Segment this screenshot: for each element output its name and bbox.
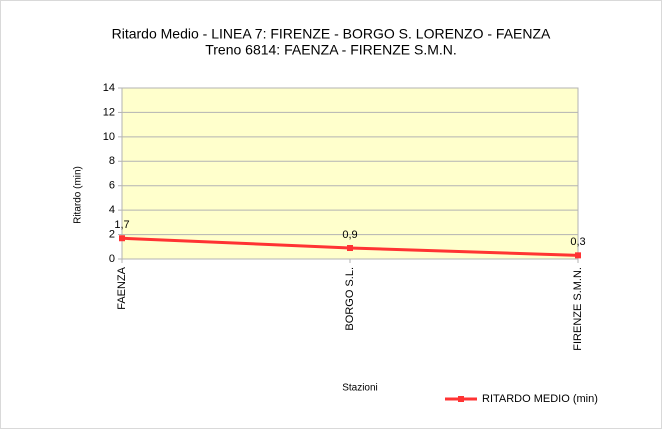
x-tick-label: FIRENZE S.M.N. (572, 267, 584, 351)
x-axis-label: Stazioni (342, 383, 378, 394)
legend-label: RITARDO MEDIO (min) (482, 393, 598, 405)
chart-subtitle: Treno 6814: FAENZA - FIRENZE S.M.N. (205, 42, 457, 58)
x-tick-label: FAENZA (116, 266, 128, 309)
data-point (347, 245, 353, 252)
plot-area (121, 87, 579, 260)
y-tick-label: 12 (103, 106, 115, 118)
y-tick-label: 0 (109, 253, 115, 265)
y-tick-label: 6 (109, 180, 115, 192)
data-label: 0,3 (570, 236, 585, 248)
x-tick-label: BORGO S.L. (344, 267, 356, 331)
y-tick-label: 2 (109, 228, 115, 240)
data-label: 1,7 (114, 219, 129, 231)
y-tick-label: 8 (109, 155, 115, 167)
y-axis-label: Ritardo (min) (73, 166, 84, 224)
data-point (119, 235, 125, 242)
data-point (575, 252, 581, 259)
y-tick-label: 4 (109, 204, 115, 216)
y-tick-label: 14 (103, 82, 115, 94)
chart-title: Ritardo Medio - LINEA 7: FIRENZE - BORGO… (112, 26, 551, 42)
data-label: 0,9 (342, 229, 357, 241)
y-tick-label: 10 (103, 131, 115, 143)
legend-marker (458, 396, 464, 402)
